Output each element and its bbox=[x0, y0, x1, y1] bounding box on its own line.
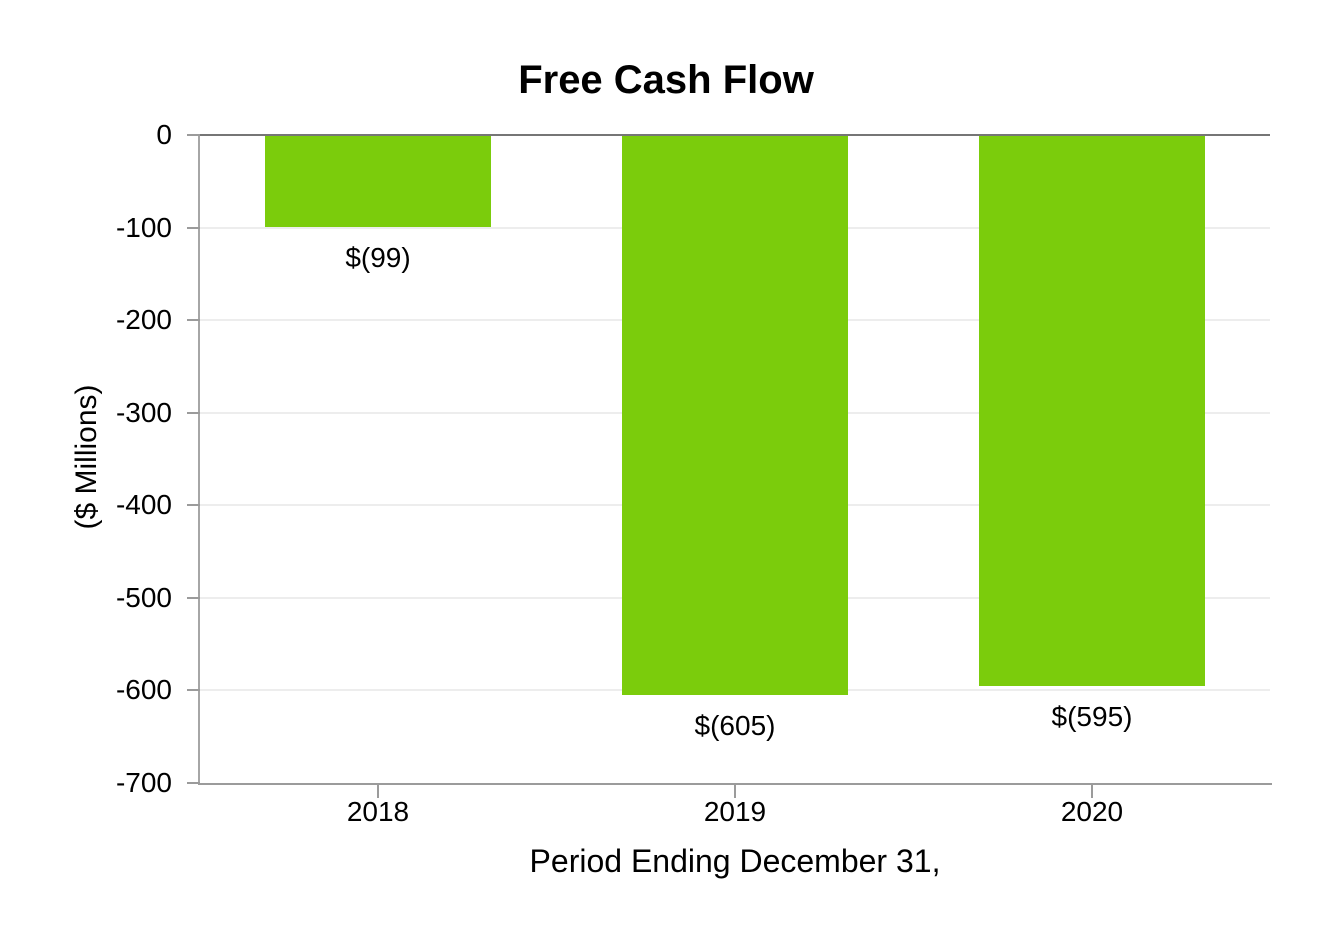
x-tick-label: 2019 bbox=[703, 796, 767, 827]
y-tick-label: -300 bbox=[115, 397, 172, 428]
x-tick-mark bbox=[377, 785, 379, 798]
bar-2019 bbox=[622, 136, 848, 695]
bar-2018 bbox=[265, 136, 491, 227]
y-tick-mark bbox=[187, 689, 200, 691]
y-tick-label: -700 bbox=[115, 767, 172, 798]
y-tick-label: -600 bbox=[115, 674, 172, 705]
x-axis-title: Period Ending December 31, bbox=[529, 843, 941, 879]
y-tick-label: 0 bbox=[156, 119, 172, 150]
chart-title: Free Cash Flow bbox=[518, 58, 814, 102]
bar-value-label: $(605) bbox=[694, 710, 776, 741]
bar-value-label: $(99) bbox=[345, 242, 411, 273]
y-tick-mark bbox=[187, 412, 200, 414]
x-tick-label: 2020 bbox=[1060, 796, 1124, 827]
y-tick-mark bbox=[187, 504, 200, 506]
bar-value-label: $(595) bbox=[1051, 701, 1133, 732]
y-tick-mark bbox=[187, 782, 200, 784]
x-tick-mark bbox=[734, 785, 736, 798]
x-axis-line bbox=[198, 783, 1272, 785]
y-tick-mark bbox=[187, 319, 200, 321]
bar-2020 bbox=[979, 136, 1205, 686]
x-tick-label: 2018 bbox=[346, 796, 410, 827]
y-tick-label: -100 bbox=[115, 212, 172, 243]
y-tick-mark bbox=[187, 227, 200, 229]
y-tick-label: -400 bbox=[115, 489, 172, 520]
y-tick-label: -500 bbox=[115, 582, 172, 613]
zero-line bbox=[200, 134, 1270, 136]
x-tick-mark bbox=[1091, 785, 1093, 798]
y-tick-mark bbox=[187, 134, 200, 136]
y-tick-mark bbox=[187, 597, 200, 599]
y-axis-line bbox=[198, 135, 200, 785]
y-tick-label: -200 bbox=[115, 304, 172, 335]
